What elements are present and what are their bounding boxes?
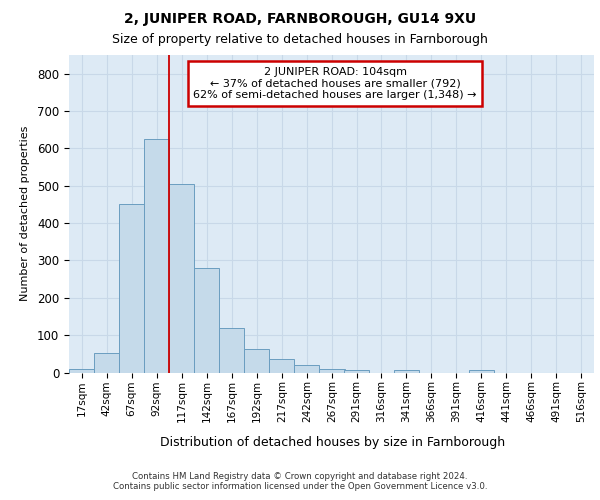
Bar [344,370,369,372]
Bar [469,370,494,372]
Text: Distribution of detached houses by size in Farnborough: Distribution of detached houses by size … [160,436,506,449]
Text: Contains HM Land Registry data © Crown copyright and database right 2024.
Contai: Contains HM Land Registry data © Crown c… [113,472,487,491]
Bar [244,349,269,372]
Bar [219,328,244,372]
Bar [394,370,419,372]
Y-axis label: Number of detached properties: Number of detached properties [20,126,30,302]
Text: 2 JUNIPER ROAD: 104sqm
← 37% of detached houses are smaller (792)
62% of semi-de: 2 JUNIPER ROAD: 104sqm ← 37% of detached… [193,67,477,100]
Bar [69,369,94,372]
Text: Size of property relative to detached houses in Farnborough: Size of property relative to detached ho… [112,32,488,46]
Bar [94,353,119,372]
Text: 2, JUNIPER ROAD, FARNBOROUGH, GU14 9XU: 2, JUNIPER ROAD, FARNBOROUGH, GU14 9XU [124,12,476,26]
Bar [169,184,194,372]
Bar [319,369,344,372]
Bar [269,360,295,372]
Bar [144,139,169,372]
Bar [119,204,144,372]
Bar [194,268,219,372]
Bar [295,365,319,372]
